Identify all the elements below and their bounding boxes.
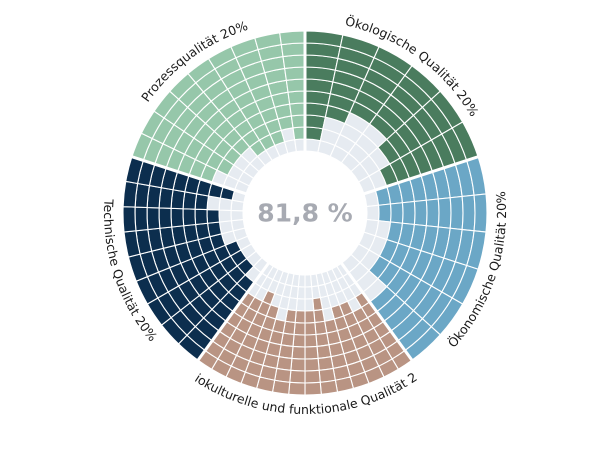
score-cell xyxy=(170,189,186,210)
score-cell xyxy=(304,310,316,324)
score-cell xyxy=(319,379,339,395)
score-cell xyxy=(291,345,306,360)
score-cell xyxy=(182,191,198,210)
score-cell xyxy=(449,195,464,231)
score-cell xyxy=(288,381,306,396)
score-cell xyxy=(294,310,306,324)
score-cell xyxy=(304,126,324,142)
score-cell xyxy=(315,332,330,348)
score-cell xyxy=(287,90,306,105)
score-cell xyxy=(304,381,322,396)
score-cell xyxy=(280,42,306,58)
score-cell xyxy=(282,54,306,70)
score-cell xyxy=(312,296,324,312)
score-cell xyxy=(304,357,320,372)
segment-divider xyxy=(196,260,271,362)
score-cell xyxy=(425,198,440,228)
empty-cell xyxy=(218,209,233,223)
segment-5 xyxy=(131,30,306,195)
score-cell xyxy=(285,78,306,93)
empty-cell xyxy=(366,204,380,222)
score-cell xyxy=(304,345,319,360)
segment-3 xyxy=(197,262,413,396)
score-cell xyxy=(304,321,317,336)
segment-divider xyxy=(339,260,414,362)
empty-cell xyxy=(304,286,314,300)
score-cell xyxy=(194,193,210,211)
segment-divider xyxy=(130,155,249,196)
score-cell xyxy=(313,308,326,324)
empty-cell xyxy=(294,138,306,153)
empty-cell xyxy=(304,274,313,288)
score-cell xyxy=(279,30,306,46)
empty-cell xyxy=(304,298,315,312)
score-cell xyxy=(170,207,185,228)
score-cell xyxy=(290,114,306,129)
score-cell xyxy=(473,193,488,233)
score-cell xyxy=(289,102,306,117)
score-cell xyxy=(461,194,476,232)
score-cell xyxy=(206,209,221,224)
score-cell xyxy=(122,206,137,233)
score-cell xyxy=(134,206,149,232)
score-cell xyxy=(314,320,328,336)
score-cell xyxy=(182,208,197,227)
score-cell xyxy=(401,200,416,226)
score-cell xyxy=(304,369,321,384)
score-cell xyxy=(377,203,392,223)
score-cell xyxy=(122,180,139,208)
empty-cell xyxy=(230,209,244,222)
score-cell xyxy=(284,66,306,81)
segment-divider xyxy=(361,155,480,196)
score-cell xyxy=(389,202,404,224)
score-cell xyxy=(413,199,428,227)
score-cell xyxy=(194,208,209,226)
total-score: 81,8 % xyxy=(257,199,352,228)
score-cell xyxy=(316,344,332,360)
score-cell xyxy=(293,321,306,336)
segment-dividers xyxy=(130,30,480,362)
score-cell xyxy=(292,333,306,348)
score-cell xyxy=(289,369,306,384)
score-cell xyxy=(304,333,318,348)
score-cell xyxy=(290,357,306,372)
score-cell xyxy=(292,126,306,141)
score-cell xyxy=(437,197,452,229)
score-cell xyxy=(146,206,161,231)
score-cell xyxy=(271,379,291,395)
score-cell xyxy=(158,207,173,229)
